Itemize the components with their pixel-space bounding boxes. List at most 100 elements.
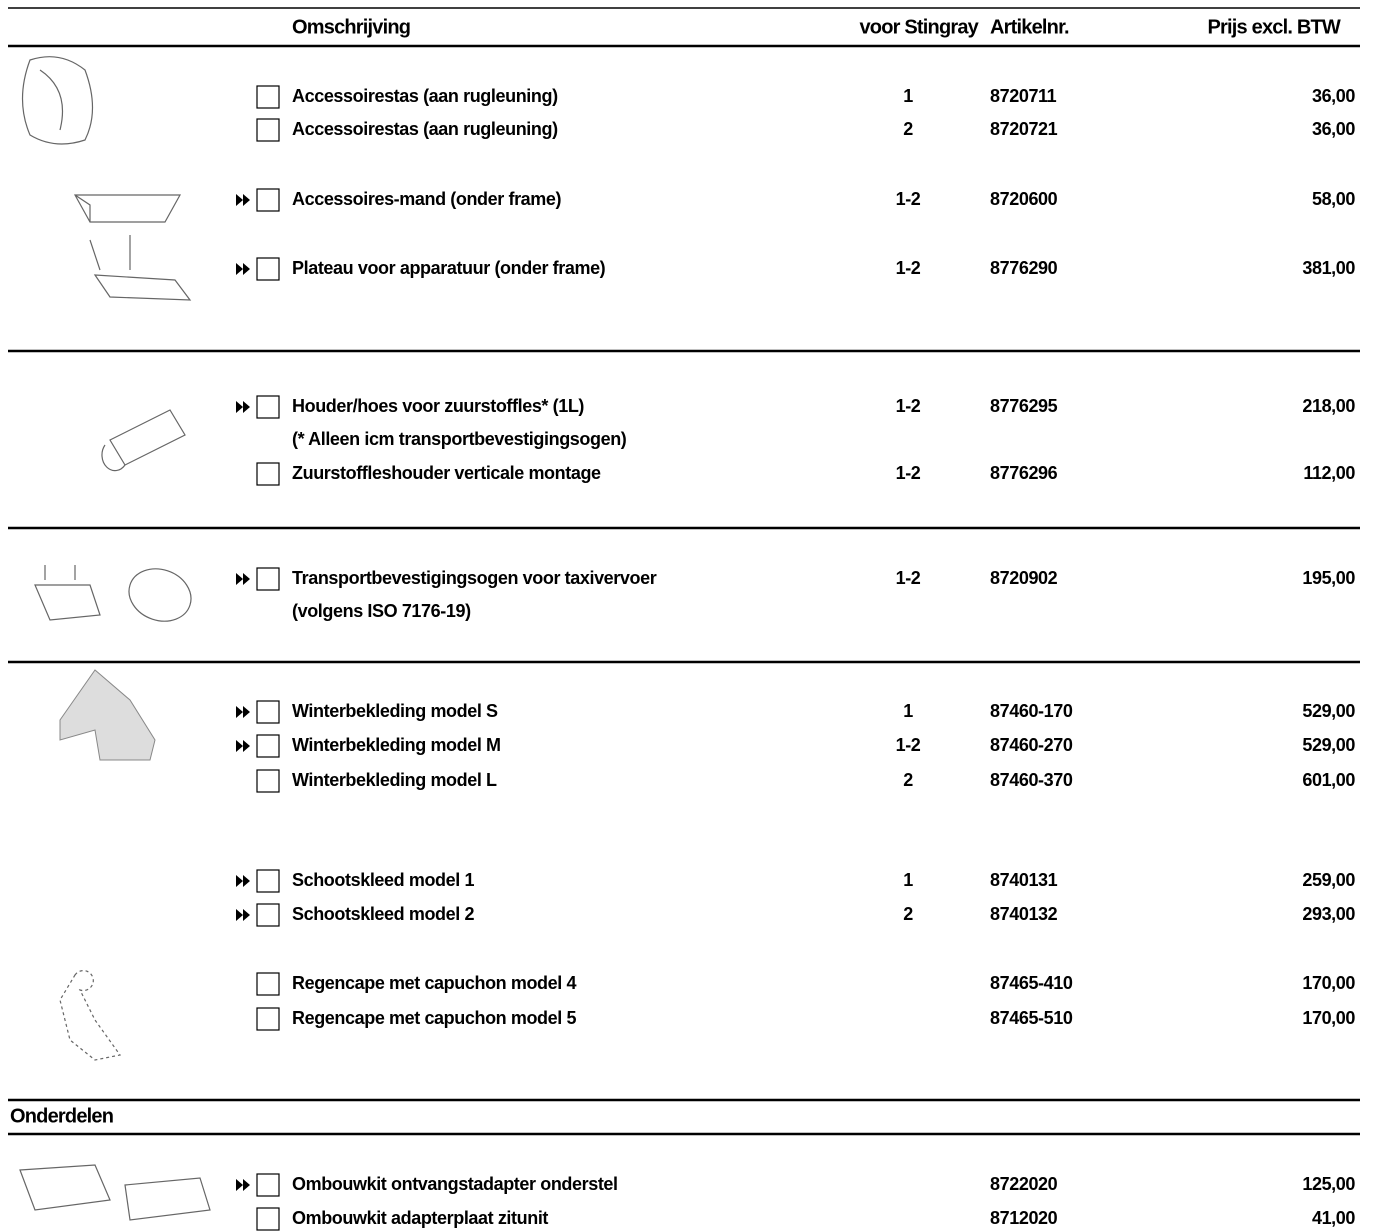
price: 381,00 bbox=[1302, 258, 1355, 278]
arrow-marker bbox=[236, 740, 250, 752]
checkbox bbox=[256, 1207, 280, 1231]
tray-sketch bbox=[89, 235, 192, 301]
price: 293,00 bbox=[1302, 904, 1355, 924]
checkbox bbox=[256, 903, 280, 927]
bag-sketch bbox=[21, 56, 94, 145]
article-number: 8740132 bbox=[990, 904, 1058, 924]
variant: 2 bbox=[903, 770, 913, 790]
article-number: 87460-370 bbox=[990, 770, 1073, 790]
arrow-marker bbox=[236, 263, 250, 275]
variant: 1 bbox=[903, 701, 913, 721]
arrow-marker bbox=[236, 875, 250, 887]
article-number: 8776295 bbox=[990, 396, 1058, 416]
article-number: 8740131 bbox=[990, 870, 1058, 890]
arrow-marker bbox=[236, 573, 250, 585]
article-number: 87465-510 bbox=[990, 1008, 1073, 1028]
description: Regencape met capuchon model 5 bbox=[292, 1008, 576, 1028]
variant: 1-2 bbox=[896, 189, 921, 209]
description: Schootskleed model 2 bbox=[292, 904, 474, 924]
checkbox bbox=[256, 972, 280, 996]
checkbox bbox=[256, 1007, 280, 1031]
eyelets-sketch bbox=[34, 565, 192, 622]
price: 218,00 bbox=[1302, 396, 1355, 416]
variant: 1 bbox=[903, 86, 913, 106]
variant: 1-2 bbox=[896, 568, 921, 588]
description: Winterbekleding model S bbox=[292, 701, 498, 721]
checkbox bbox=[256, 257, 280, 281]
arrow-marker bbox=[236, 194, 250, 206]
header-price: Prijs excl. BTW bbox=[1208, 16, 1341, 38]
variant: 2 bbox=[903, 119, 913, 139]
rain-cape-sketch bbox=[59, 969, 122, 1061]
article-number: 8720721 bbox=[990, 119, 1058, 139]
variant: 1-2 bbox=[896, 258, 921, 278]
description: Accessoires-mand (onder frame) bbox=[292, 189, 561, 209]
description: Ombouwkit ontvangstadapter onderstel bbox=[292, 1174, 618, 1194]
variant: 1 bbox=[903, 870, 913, 890]
kit-sketch bbox=[19, 1164, 211, 1221]
article-number: 8720902 bbox=[990, 568, 1058, 588]
article-number: 87460-270 bbox=[990, 735, 1073, 755]
price: 529,00 bbox=[1302, 701, 1355, 721]
article-number: 8722020 bbox=[990, 1174, 1058, 1194]
header-variant: voor Stingray bbox=[859, 16, 979, 38]
article-number: 8720600 bbox=[990, 189, 1058, 209]
description: (* Alleen icm transportbevestigingsogen) bbox=[292, 429, 627, 449]
section-label: Onderdelen bbox=[10, 1105, 113, 1127]
description: Plateau voor apparatuur (onder frame) bbox=[292, 258, 606, 278]
description: (volgens ISO 7176-19) bbox=[292, 601, 471, 621]
checkbox bbox=[256, 118, 280, 142]
price: 170,00 bbox=[1302, 1008, 1355, 1028]
price: 195,00 bbox=[1302, 568, 1355, 588]
price: 36,00 bbox=[1312, 86, 1355, 106]
checkbox bbox=[256, 700, 280, 724]
description: Winterbekleding model M bbox=[292, 735, 501, 755]
basket-sketch bbox=[73, 194, 182, 223]
checkbox bbox=[256, 869, 280, 893]
checkbox bbox=[256, 567, 280, 591]
arrow-marker bbox=[236, 401, 250, 413]
winter-cover-sketch bbox=[59, 669, 156, 761]
price: 601,00 bbox=[1302, 770, 1355, 790]
description: Accessoirestas (aan rugleuning) bbox=[292, 119, 558, 139]
description: Schootskleed model 1 bbox=[292, 870, 474, 890]
article-number: 8776290 bbox=[990, 258, 1058, 278]
description: Transportbevestigingsogen voor taxivervo… bbox=[292, 568, 657, 588]
article-number: 87460-170 bbox=[990, 701, 1073, 721]
price: 259,00 bbox=[1302, 870, 1355, 890]
price: 112,00 bbox=[1303, 463, 1355, 483]
variant: 1-2 bbox=[896, 735, 921, 755]
price: 58,00 bbox=[1312, 189, 1355, 209]
description: Zuurstoffleshouder verticale montage bbox=[292, 463, 601, 483]
price: 529,00 bbox=[1302, 735, 1355, 755]
price: 36,00 bbox=[1312, 119, 1355, 139]
article-number: 8776296 bbox=[990, 463, 1058, 483]
price: 41,00 bbox=[1312, 1208, 1355, 1228]
checkbox bbox=[256, 734, 280, 758]
checkbox bbox=[256, 462, 280, 486]
checkbox bbox=[256, 85, 280, 109]
description: Winterbekleding model L bbox=[292, 770, 497, 790]
header-description: Omschrijving bbox=[292, 16, 410, 38]
checkbox bbox=[256, 769, 280, 793]
variant: 2 bbox=[903, 904, 913, 924]
price: 125,00 bbox=[1302, 1174, 1355, 1194]
article-number: 8712020 bbox=[990, 1208, 1058, 1228]
description: Accessoirestas (aan rugleuning) bbox=[292, 86, 558, 106]
variant: 1-2 bbox=[896, 396, 921, 416]
header-article: Artikelnr. bbox=[990, 16, 1069, 38]
arrow-marker bbox=[236, 1179, 250, 1191]
price: 170,00 bbox=[1302, 973, 1355, 993]
article-number: 8720711 bbox=[990, 86, 1057, 106]
product-sketches bbox=[19, 56, 211, 1221]
checkbox bbox=[256, 395, 280, 419]
arrow-marker bbox=[236, 706, 250, 718]
arrow-marker bbox=[236, 909, 250, 921]
checkbox bbox=[256, 1173, 280, 1197]
bottle-sketch bbox=[101, 409, 186, 472]
description: Regencape met capuchon model 4 bbox=[292, 973, 576, 993]
description: Ombouwkit adapterplaat zitunit bbox=[292, 1208, 548, 1228]
variant: 1-2 bbox=[896, 463, 921, 483]
description: Houder/hoes voor zuurstoffles* (1L) bbox=[292, 396, 584, 416]
article-number: 87465-410 bbox=[990, 973, 1073, 993]
